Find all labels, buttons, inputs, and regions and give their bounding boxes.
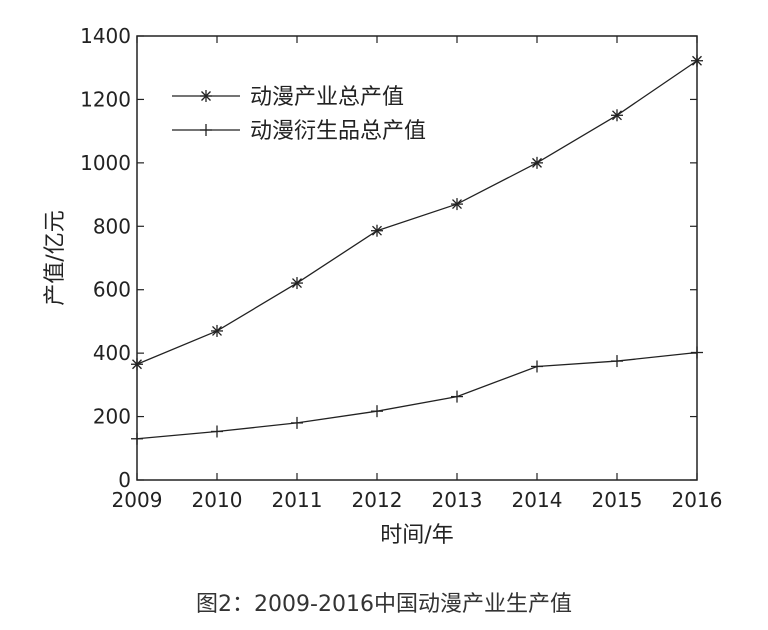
data-point [211,425,223,438]
x-tick-label: 2016 [672,488,723,512]
series-1 [131,54,703,371]
marker-stroke [372,225,382,236]
marker-stroke [692,55,702,66]
y-tick-label: 800 [93,214,131,238]
legend-label: 动漫衍生品总产值 [250,119,426,144]
plot-area [136,35,698,481]
data-point [451,198,463,211]
legend-label: 动漫产业总产值 [250,85,404,110]
data-point [131,358,143,371]
x-tick-label: 2012 [352,488,403,512]
data-point [131,432,143,445]
data-point [531,156,543,169]
data-point [371,405,383,418]
legend-entry-1: 动漫产业总产值 [172,85,404,110]
legend-marker [200,124,212,136]
data-point [691,346,703,359]
x-tick-label: 2014 [512,488,563,512]
y-tick-label: 1200 [80,87,131,111]
series-line [136,351,698,440]
series-layer [131,54,703,445]
x-tick-label: 2010 [192,488,243,512]
x-tick-label: 2011 [272,488,323,512]
series-2 [131,346,703,445]
axes: 0 200 400 600 800 1000 1200 1400 2009 2010 2011 201… [43,24,722,548]
figure-caption: 图2：2009-2016中国动漫产业生产值 [196,592,572,617]
data-point [691,54,703,67]
data-point [611,355,623,368]
y-tick-label: 200 [93,405,131,429]
data-point [611,109,623,122]
x-tick-label: 2015 [592,488,643,512]
y-tick-label: 0 [118,468,131,492]
x-tick-label: 2009 [112,488,163,512]
legend-entry-2: 动漫衍生品总产值 [172,119,426,144]
y-tick-label: 1400 [80,24,131,48]
plot-frame [136,35,698,481]
marker-stroke [292,278,302,289]
data-point [291,416,303,429]
y-tick-label: 600 [93,278,131,302]
data-point [371,224,383,237]
y-tick-label: 400 [93,341,131,365]
data-point [451,390,463,403]
data-point [531,360,543,373]
marker-stroke [132,359,142,370]
x-tick-label: 2013 [432,488,483,512]
line-chart: 0 200 400 600 800 1000 1200 1400 2009 2010 2011 201… [43,24,722,548]
marker-stroke [201,91,211,101]
marker-stroke [212,325,222,336]
series-line [136,60,698,365]
x-axis-title: 时间/年 [380,523,453,548]
data-point [291,277,303,290]
y-axis-title: 产值/亿元 [43,210,68,305]
y-tick-label: 1000 [80,151,131,175]
marker-stroke [612,110,622,121]
legend-marker [200,90,212,102]
data-point [211,324,223,337]
marker-stroke [532,157,542,168]
marker-stroke [452,199,462,210]
